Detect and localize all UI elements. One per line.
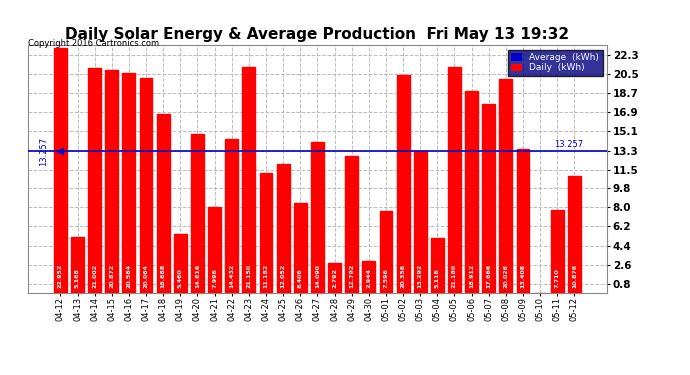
Text: 12.792: 12.792 (349, 264, 354, 288)
Bar (277, 164, 290, 292)
Text: Copyright 2016 Cartronics.com: Copyright 2016 Cartronics.com (28, 39, 159, 48)
Bar (345, 156, 358, 292)
Bar (311, 142, 324, 292)
Text: 20.026: 20.026 (504, 264, 509, 288)
Bar (517, 150, 529, 292)
Text: 21.150: 21.150 (246, 264, 251, 288)
Text: 5.168: 5.168 (75, 268, 80, 288)
Text: 18.912: 18.912 (469, 264, 474, 288)
Text: 14.816: 14.816 (195, 264, 200, 288)
Bar (226, 138, 238, 292)
Text: 13.408: 13.408 (520, 264, 526, 288)
Bar (362, 261, 375, 292)
Legend: Average  (kWh), Daily  (kWh): Average (kWh), Daily (kWh) (508, 50, 602, 76)
Text: 13.292: 13.292 (417, 264, 423, 288)
Text: 7.710: 7.710 (555, 268, 560, 288)
Text: 20.064: 20.064 (144, 264, 148, 288)
Text: 13.257: 13.257 (554, 140, 583, 149)
Bar (431, 238, 444, 292)
Bar (568, 177, 581, 292)
Bar (208, 207, 221, 292)
Bar (54, 48, 67, 292)
Bar (174, 234, 187, 292)
Text: 14.432: 14.432 (229, 264, 234, 288)
Text: 14.090: 14.090 (315, 264, 320, 288)
Text: 11.182: 11.182 (264, 264, 268, 288)
Bar (414, 151, 426, 292)
Text: 22.952: 22.952 (58, 264, 63, 288)
Text: 2.792: 2.792 (332, 268, 337, 288)
Bar (328, 263, 341, 292)
Bar (242, 67, 255, 292)
Bar (397, 75, 409, 292)
Text: 20.356: 20.356 (401, 264, 406, 288)
Text: 8.406: 8.406 (298, 268, 303, 288)
Text: 7.996: 7.996 (212, 268, 217, 288)
Text: 21.180: 21.180 (452, 264, 457, 288)
Text: 16.688: 16.688 (161, 264, 166, 288)
Bar (294, 203, 306, 292)
Bar (123, 73, 135, 292)
Bar (106, 70, 118, 292)
Text: 13.257: 13.257 (39, 136, 48, 166)
Bar (482, 104, 495, 292)
Text: 12.052: 12.052 (281, 264, 286, 288)
Bar (88, 69, 101, 292)
Text: 10.876: 10.876 (572, 264, 577, 288)
Text: 5.116: 5.116 (435, 268, 440, 288)
Bar (191, 135, 204, 292)
Title: Daily Solar Energy & Average Production  Fri May 13 19:32: Daily Solar Energy & Average Production … (66, 27, 569, 42)
Bar (500, 79, 512, 292)
Text: 17.666: 17.666 (486, 264, 491, 288)
Bar (448, 66, 461, 292)
Bar (139, 78, 152, 292)
Bar (380, 211, 393, 292)
Text: 21.002: 21.002 (92, 264, 97, 288)
Text: 20.872: 20.872 (109, 264, 115, 288)
Text: 20.584: 20.584 (126, 264, 131, 288)
Text: 7.596: 7.596 (384, 268, 388, 288)
Bar (551, 210, 564, 292)
Text: 2.944: 2.944 (366, 268, 371, 288)
Bar (259, 173, 273, 292)
Bar (71, 237, 84, 292)
Bar (157, 114, 170, 292)
Bar (465, 91, 478, 292)
Text: 5.460: 5.460 (178, 268, 183, 288)
